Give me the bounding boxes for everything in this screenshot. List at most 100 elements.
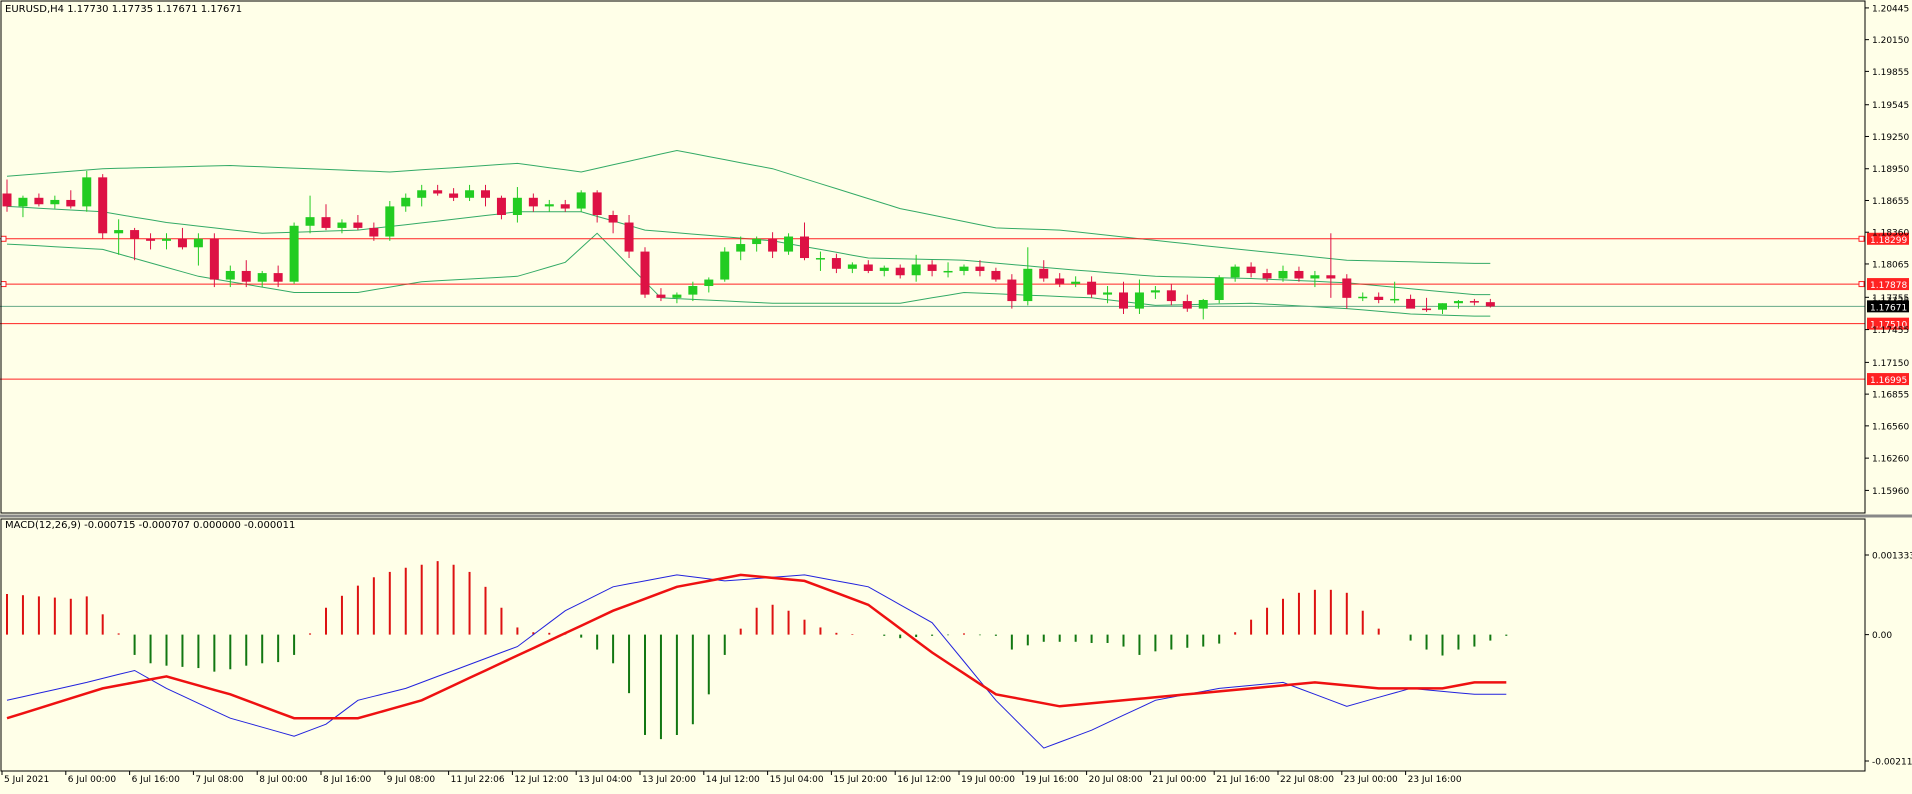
candle-body[interactable] bbox=[911, 264, 921, 276]
candle-body[interactable] bbox=[895, 267, 905, 276]
candle-body[interactable] bbox=[560, 204, 570, 209]
candle-body[interactable] bbox=[433, 190, 443, 194]
candle-body[interactable] bbox=[162, 238, 171, 241]
candle-body[interactable] bbox=[831, 258, 841, 269]
candle-body[interactable] bbox=[496, 197, 506, 216]
candle-body[interactable] bbox=[720, 251, 730, 280]
candle-body[interactable] bbox=[273, 273, 283, 282]
candle-body[interactable] bbox=[241, 270, 251, 282]
macd-panel[interactable] bbox=[6, 561, 1508, 749]
candle-body[interactable] bbox=[640, 251, 650, 295]
candle-body[interactable] bbox=[975, 266, 985, 271]
candle-body[interactable] bbox=[1039, 268, 1049, 279]
candle-body[interactable] bbox=[1103, 292, 1113, 295]
candle-body[interactable] bbox=[1326, 275, 1336, 279]
level-right-handle[interactable] bbox=[1858, 281, 1865, 288]
candle-body[interactable] bbox=[768, 238, 778, 252]
candle-body[interactable] bbox=[943, 270, 953, 273]
candle-body[interactable] bbox=[1406, 298, 1416, 309]
candle-body[interactable] bbox=[1087, 281, 1097, 295]
candle-body[interactable] bbox=[385, 206, 395, 237]
candle-body[interactable] bbox=[1182, 301, 1192, 309]
candle-body[interactable] bbox=[959, 266, 969, 271]
candle-body[interactable] bbox=[114, 230, 124, 234]
candle-body[interactable] bbox=[863, 264, 873, 271]
level-right-handle[interactable] bbox=[1858, 235, 1865, 242]
candle-body[interactable] bbox=[50, 199, 60, 205]
candle-body[interactable] bbox=[879, 267, 889, 271]
candle-body[interactable] bbox=[1198, 299, 1208, 309]
candle-body[interactable] bbox=[592, 192, 602, 216]
candle-body[interactable] bbox=[927, 264, 937, 271]
candle-body[interactable] bbox=[1485, 302, 1495, 307]
candle-body[interactable] bbox=[1119, 292, 1128, 309]
candle-body[interactable] bbox=[608, 215, 618, 223]
candle-body[interactable] bbox=[815, 258, 825, 260]
candle-body[interactable] bbox=[800, 236, 809, 259]
candle-body[interactable] bbox=[146, 238, 156, 241]
candle-body[interactable] bbox=[1310, 275, 1320, 279]
candle-body[interactable] bbox=[305, 217, 315, 226]
candle-body[interactable] bbox=[321, 217, 331, 228]
level-left-handle[interactable] bbox=[0, 281, 7, 288]
candle-body[interactable] bbox=[1278, 270, 1288, 279]
candle-body[interactable] bbox=[704, 279, 714, 287]
candle-body[interactable] bbox=[1214, 277, 1224, 300]
candle-body[interactable] bbox=[688, 286, 698, 295]
candle-body[interactable] bbox=[752, 238, 762, 245]
candle-body[interactable] bbox=[209, 238, 219, 280]
candle-body[interactable] bbox=[1342, 278, 1352, 298]
candle-body[interactable] bbox=[225, 270, 235, 280]
candle-body[interactable] bbox=[1166, 290, 1176, 302]
candle-body[interactable] bbox=[1007, 279, 1017, 302]
candle-body[interactable] bbox=[18, 197, 28, 207]
candle-body[interactable] bbox=[257, 273, 267, 282]
candle-body[interactable] bbox=[576, 192, 586, 209]
candle-body[interactable] bbox=[481, 190, 490, 198]
candle-body[interactable] bbox=[34, 197, 44, 205]
candle-body[interactable] bbox=[66, 199, 76, 207]
candle-body[interactable] bbox=[1071, 281, 1081, 284]
candle-body[interactable] bbox=[369, 227, 379, 237]
candle-body[interactable] bbox=[1023, 268, 1033, 302]
candle-body[interactable] bbox=[449, 193, 459, 198]
candle-body[interactable] bbox=[847, 264, 857, 269]
candle-body[interactable] bbox=[1453, 301, 1463, 304]
candle-body[interactable] bbox=[624, 222, 634, 252]
candle-body[interactable] bbox=[1422, 308, 1432, 311]
candle-body[interactable] bbox=[1055, 278, 1065, 284]
candle-body[interactable] bbox=[991, 270, 1001, 280]
candle-body[interactable] bbox=[177, 238, 187, 248]
candle-body[interactable] bbox=[82, 177, 92, 207]
candle-body[interactable] bbox=[130, 230, 140, 239]
price-chart-panel[interactable] bbox=[0, 149, 1865, 380]
candle-body[interactable] bbox=[736, 244, 746, 252]
candle-body[interactable] bbox=[784, 236, 794, 252]
candle-body[interactable] bbox=[512, 197, 522, 216]
candle-body[interactable] bbox=[1358, 296, 1368, 299]
candle-body[interactable] bbox=[417, 190, 427, 198]
candle-body[interactable] bbox=[656, 294, 666, 298]
candle-body[interactable] bbox=[1262, 273, 1272, 279]
candle-body[interactable] bbox=[1246, 266, 1256, 274]
candle-body[interactable] bbox=[1230, 266, 1240, 278]
candle-body[interactable] bbox=[193, 238, 203, 248]
candle-body[interactable] bbox=[1390, 298, 1400, 301]
candle-body[interactable] bbox=[401, 197, 411, 207]
candle-body[interactable] bbox=[1438, 303, 1447, 310]
candle-body[interactable] bbox=[98, 177, 108, 234]
candle-body[interactable] bbox=[2, 193, 12, 207]
candle-body[interactable] bbox=[672, 294, 682, 298]
candle-body[interactable] bbox=[1134, 292, 1144, 309]
candle-body[interactable] bbox=[337, 222, 347, 228]
candle-body[interactable] bbox=[1469, 301, 1479, 303]
candle-body[interactable] bbox=[544, 204, 554, 207]
candle-body[interactable] bbox=[289, 225, 299, 282]
candle-body[interactable] bbox=[1374, 296, 1384, 300]
candle-body[interactable] bbox=[353, 222, 363, 228]
candle-body[interactable] bbox=[1294, 270, 1304, 279]
level-left-handle[interactable] bbox=[0, 235, 7, 242]
candle-body[interactable] bbox=[1150, 290, 1160, 293]
candle-body[interactable] bbox=[465, 190, 475, 198]
